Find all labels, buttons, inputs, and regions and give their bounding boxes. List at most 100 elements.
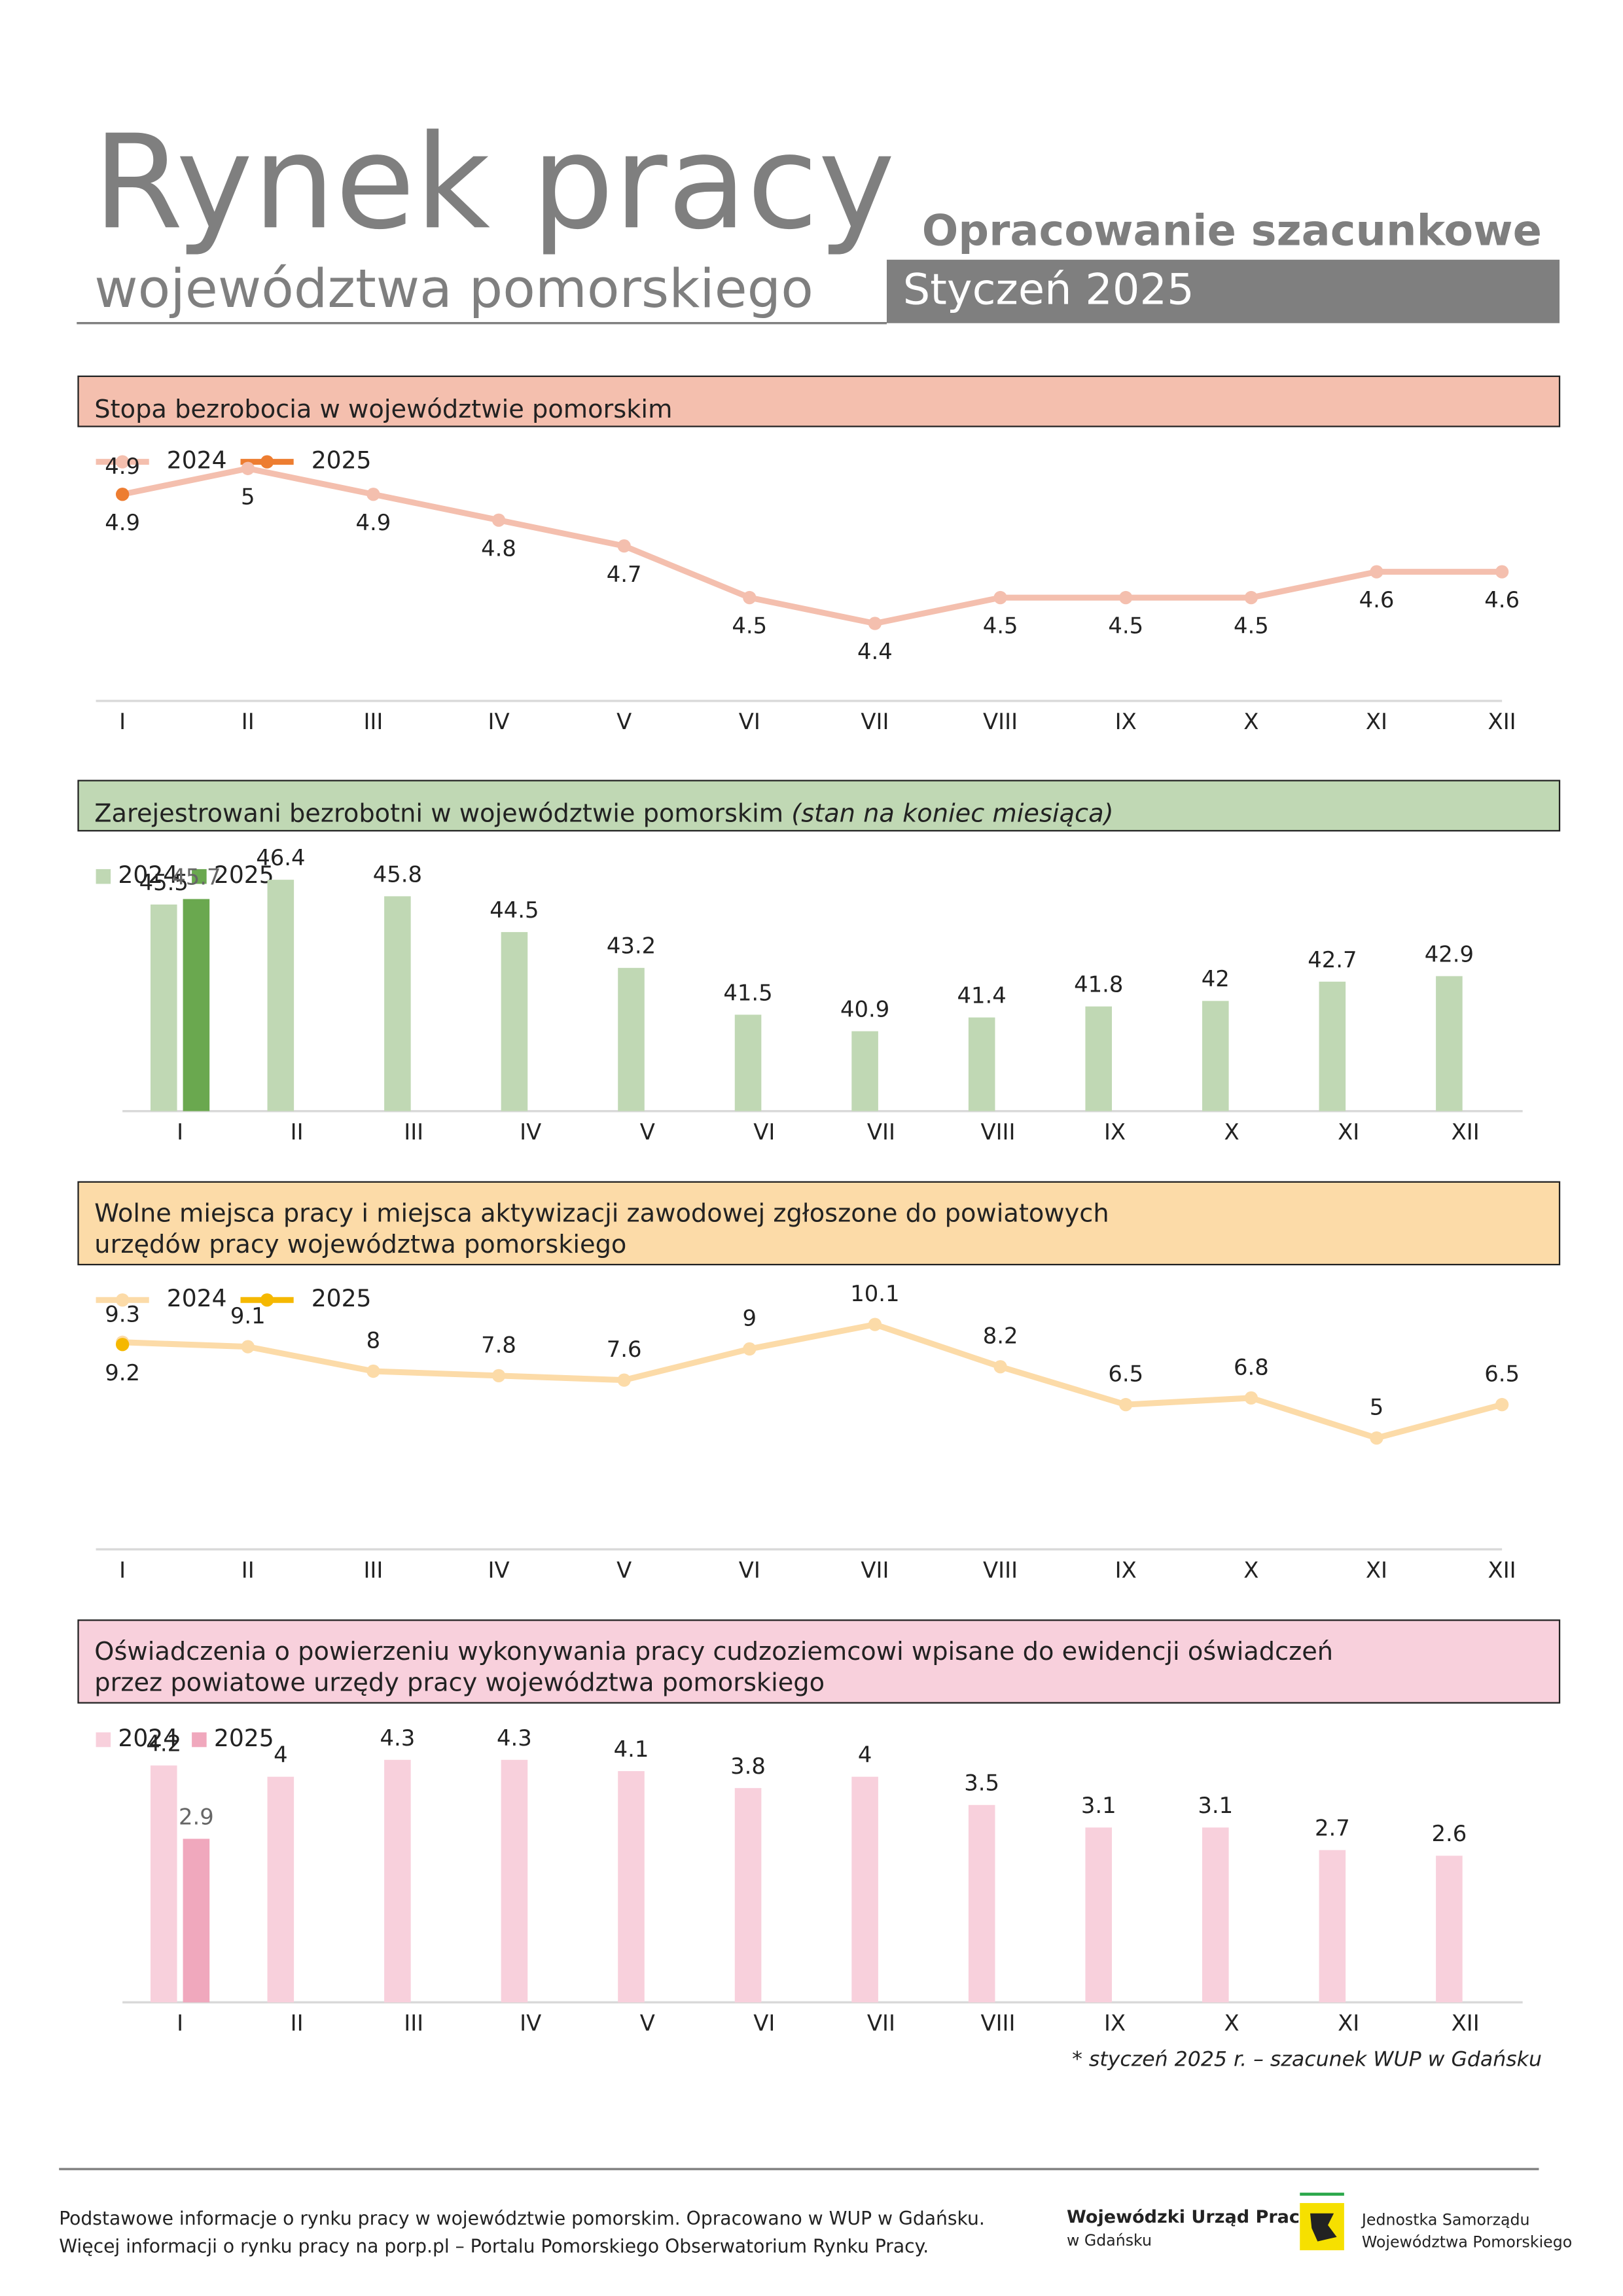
data-point — [868, 617, 882, 630]
data-label: 4.9 — [356, 510, 391, 535]
data-label: 4.4 — [857, 639, 893, 664]
x-tick-label: VIII — [980, 1119, 1015, 1145]
legend-label: 2025 — [312, 447, 372, 475]
data-label: 3.1 — [1198, 1793, 1233, 1818]
x-tick-label: X — [1224, 2011, 1240, 2036]
chart-title-box — [77, 1181, 1561, 1266]
chart-title-text: urzędów pracy województwa pomorskiego — [94, 1229, 626, 1259]
x-tick-label: XI — [1338, 2011, 1359, 2036]
data-label: 45.5 — [139, 870, 188, 895]
data-label: 9.3 — [105, 1302, 140, 1327]
data-label: 42 — [1202, 966, 1230, 992]
chart-title-text: Wolne miejsca pracy i miejsca aktywizacj… — [94, 1198, 1109, 1228]
legend-swatch — [192, 869, 207, 884]
x-tick-label: VII — [861, 709, 889, 734]
bar — [1085, 1827, 1113, 2003]
data-label: 2.9 — [179, 1804, 214, 1829]
data-label: 4.6 — [1484, 587, 1520, 613]
chart-subtitle: (stan na koniec miesiąca) — [791, 798, 1113, 828]
data-label: 4.3 — [497, 1725, 532, 1751]
data-label: 4.7 — [607, 562, 642, 587]
data-label: 3.8 — [730, 1753, 766, 1779]
x-tick-label: IV — [520, 1119, 541, 1145]
bar — [150, 1765, 177, 2003]
data-label: 8 — [366, 1327, 381, 1353]
x-tick-label: V — [640, 1119, 655, 1145]
label: Opracowanie szacunkowe — [922, 206, 1542, 255]
x-tick-label: VI — [739, 1558, 760, 1583]
bar — [968, 1017, 995, 1111]
data-label: 41.5 — [723, 980, 772, 1005]
chart-title-box — [77, 375, 1561, 427]
x-tick-label: X — [1243, 709, 1258, 734]
x-tick-label: III — [404, 2011, 423, 2036]
x-tick-label: X — [1224, 1119, 1240, 1145]
bar — [183, 1839, 210, 2003]
data-point — [1244, 1391, 1258, 1405]
data-label: 41.4 — [957, 982, 1007, 1008]
data-label: 6.5 — [1108, 1361, 1143, 1386]
data-label: 42.9 — [1425, 941, 1474, 967]
bar — [150, 905, 177, 1111]
x-tick-label: II — [241, 709, 255, 734]
chart-title-text: przez powiatowe urzędy pracy województwa… — [94, 1668, 825, 1697]
bar — [734, 1787, 762, 2003]
x-tick-label: IX — [1115, 1558, 1137, 1583]
legend-swatch — [192, 1732, 207, 1748]
chart-title: urzędów pracy województwa pomorskiego — [94, 1229, 626, 1259]
data-point — [617, 539, 631, 553]
bar — [1085, 1006, 1113, 1111]
data-label: 6.5 — [1484, 1361, 1520, 1386]
legend-label: 2025 — [214, 1725, 274, 1752]
data-label: 9.2 — [105, 1360, 140, 1386]
x-tick-label: VIII — [983, 709, 1018, 734]
data-point — [868, 1318, 882, 1331]
x-tick-label: VII — [867, 2011, 895, 2036]
series-line — [122, 465, 1503, 627]
bar — [1319, 981, 1346, 1111]
logo-text: Jednostka Samorządu — [1361, 2211, 1530, 2229]
data-point — [993, 590, 1007, 605]
data-label: 43.2 — [607, 933, 656, 959]
legend-swatch-dot — [116, 455, 130, 469]
data-label: 4.1 — [614, 1736, 649, 1762]
data-label: 8.2 — [983, 1323, 1018, 1349]
x-tick-label: IX — [1104, 1119, 1126, 1145]
bar — [618, 1771, 645, 2003]
x-tick-label: I — [177, 1119, 183, 1145]
bar — [851, 1776, 878, 2003]
bar — [501, 932, 528, 1111]
x-tick-label: XI — [1366, 1558, 1387, 1583]
logo-text: Województwa Pomorskiego — [1362, 2233, 1572, 2251]
x-tick-label: IX — [1104, 2011, 1126, 2036]
data-label: 7.6 — [607, 1336, 642, 1362]
data-label: 3.5 — [964, 1770, 999, 1796]
chart-title-text: Stopa bezrobocia w województwie pomorski… — [94, 394, 672, 423]
bar — [851, 1031, 878, 1111]
x-tick-label: V — [616, 709, 632, 734]
bar — [267, 880, 294, 1111]
data-point — [993, 1360, 1007, 1374]
bar — [1202, 1001, 1229, 1111]
series-line — [122, 1321, 1503, 1441]
data-point — [1119, 1397, 1133, 1412]
data-label: 9.1 — [230, 1303, 266, 1329]
x-tick-label: XI — [1338, 1119, 1359, 1145]
bar — [384, 1759, 411, 2003]
data-label: 4.9 — [105, 510, 140, 535]
x-tick-label: I — [119, 709, 126, 734]
data-point — [1495, 565, 1509, 579]
data-label: 4 — [274, 1742, 288, 1768]
data-label: 44.5 — [490, 897, 539, 923]
legend-label: 2025 — [312, 1285, 372, 1312]
data-label: 5 — [1370, 1395, 1384, 1420]
data-label: 45.8 — [373, 861, 422, 887]
data-label: 4.3 — [380, 1725, 416, 1751]
x-tick-label: II — [241, 1558, 255, 1583]
legend-label: 2024 — [118, 1725, 178, 1752]
legend-label: 2024 — [118, 861, 178, 889]
legend-label: 2025 — [214, 861, 274, 889]
data-label: 5 — [241, 484, 255, 509]
data-label: 40.9 — [840, 997, 889, 1022]
